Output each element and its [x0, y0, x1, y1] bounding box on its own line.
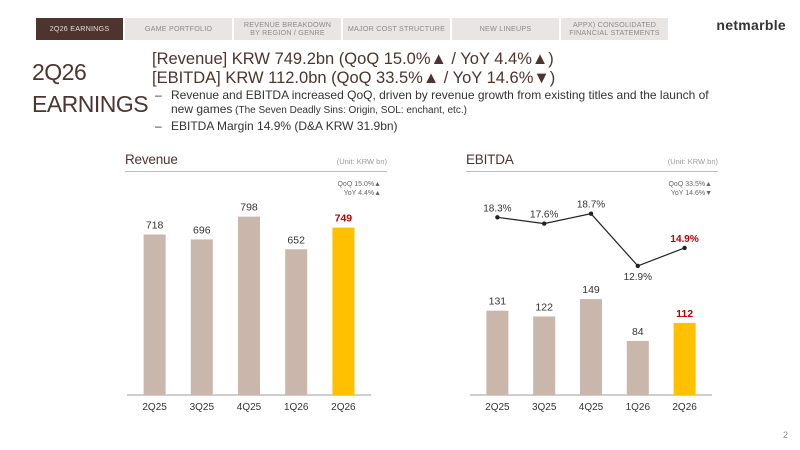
ebitda-margin-line: [497, 213, 685, 267]
top-navigation: 2Q26 EARNINGS GAME PORTFOLIO REVENUE BRE…: [36, 18, 668, 40]
bar-value-label: 696: [193, 224, 211, 236]
margin-point: [635, 263, 640, 269]
bullet-item: Revenue and EBITDA increased QoQ, driven…: [152, 88, 712, 118]
revenue-title-divider: [125, 171, 387, 172]
bar: [486, 310, 509, 395]
bar-value-label: 749: [335, 213, 353, 225]
bullet-main-text: Revenue and EBITDA increased QoQ, driven…: [171, 88, 709, 116]
bullet-item: EBITDA Margin 14.9% (D&A KRW 31.9bn): [152, 119, 712, 133]
x-tick-label: 4Q25: [579, 402, 604, 413]
bar-value-label: 149: [582, 284, 600, 296]
bar: [190, 239, 213, 395]
revenue-growth-note: QoQ 15.0%▲ YoY 4.4%▲: [337, 180, 381, 198]
revenue-chart-panel: Revenue (Unit: KRW bn) QoQ 15.0%▲ YoY 4.…: [125, 152, 387, 422]
ebitda-qoq: QoQ 33.5%▲: [668, 181, 712, 188]
bar-value-label: 84: [632, 326, 644, 338]
bar: [673, 322, 696, 395]
x-tick-label: 1Q26: [626, 402, 651, 413]
tab-2q26-earnings[interactable]: 2Q26 EARNINGS: [36, 18, 123, 40]
x-tick-label: 3Q25: [532, 402, 557, 413]
bullet-note-text: (The Seven Deadly Sins: Origin, SOL: enc…: [232, 105, 467, 116]
revenue-chart-title: Revenue: [125, 152, 178, 167]
revenue-bar-chart: 718 2Q25 696 3Q25 798 4Q25 652 1Q26 749 2Q26: [127, 202, 371, 413]
ebitda-chart-panel: EBITDA (Unit: KRW bn) QoQ 33.5%▲ YoY 14.…: [466, 152, 718, 422]
bar: [626, 340, 649, 395]
page-number: 2: [782, 430, 788, 440]
bullet-margin-text: EBITDA Margin 14.9% (D&A KRW 31.9bn): [171, 119, 398, 133]
x-tick-label: 2Q25: [485, 402, 510, 413]
bar-value-label: 122: [535, 301, 553, 313]
x-tick-label: 3Q25: [190, 402, 215, 413]
ebitda-bar-line-chart: 131 2Q25 122 3Q25 149 4Q25 84 1Q26 112 2Q26 18.3% 1…: [470, 200, 712, 413]
bar: [143, 234, 166, 395]
ebitda-chart-unit: (Unit: KRW bn): [667, 157, 718, 166]
revenue-qoq: QoQ 15.0%▲: [337, 181, 381, 188]
headline-ebitda: [EBITDA] KRW 112.0bn (QoQ 33.5%▲ / YoY 1…: [152, 69, 556, 87]
bar-value-label: 112: [676, 308, 693, 320]
tab-revenue-breakdown[interactable]: REVENUE BREAKDOWN BY REGION / GENRE: [234, 18, 341, 40]
margin-value-label: 18.3%: [483, 203, 511, 214]
ebitda-growth-note: QoQ 33.5%▲ YoY 14.6%▼: [668, 180, 712, 198]
bar: [580, 299, 602, 395]
margin-point: [588, 211, 594, 216]
revenue-chart-unit: (Unit: KRW bn): [336, 157, 387, 166]
bar-value-label: 718: [146, 220, 164, 232]
margin-point: [542, 221, 547, 226]
tab-major-cost-structure[interactable]: MAJOR COST STRUCTURE: [343, 18, 450, 40]
netmarble-logo: netmarble: [716, 17, 786, 33]
section-title-line2: EARNINGS: [32, 91, 149, 117]
ebitda-chart-title: EBITDA: [466, 152, 514, 167]
ebitda-yoy: YoY 14.6%▼: [670, 190, 712, 197]
ebitda-title-divider: [466, 171, 718, 172]
x-tick-label: 2Q25: [142, 402, 167, 413]
bar: [238, 216, 260, 395]
margin-value-label: 14.9%: [670, 234, 698, 245]
margin-point: [682, 245, 687, 251]
margin-value-label: 18.7%: [577, 200, 605, 211]
bar-value-label: 798: [240, 202, 258, 214]
headline-revenue: [Revenue] KRW 749.2bn (QoQ 15.0%▲ / YoY …: [152, 50, 554, 68]
margin-value-label: 17.6%: [530, 210, 558, 221]
section-title-line1: 2Q26: [32, 59, 87, 85]
x-tick-label: 2Q26: [331, 402, 356, 413]
bar-value-label: 652: [287, 234, 305, 246]
bar-value-label: 131: [489, 296, 507, 308]
tab-new-lineups[interactable]: NEW LINEUPS: [452, 18, 559, 40]
bar: [332, 227, 355, 395]
bar: [285, 249, 308, 395]
bar: [533, 316, 556, 395]
margin-point: [495, 215, 500, 220]
x-tick-label: 1Q26: [284, 402, 309, 413]
tab-game-portfolio[interactable]: GAME PORTFOLIO: [125, 18, 232, 40]
x-tick-label: 4Q25: [237, 402, 262, 413]
margin-value-label: 12.9%: [624, 272, 652, 283]
x-tick-label: 2Q26: [672, 402, 697, 413]
tab-consolidated-financial-statements[interactable]: APPX) CONSOLIDATED FINANCIAL STATEMENTS: [561, 18, 668, 40]
summary-bullets: Revenue and EBITDA increased QoQ, driven…: [152, 88, 712, 134]
revenue-yoy: YoY 4.4%▲: [343, 190, 381, 197]
section-title: 2Q26 EARNINGS: [32, 56, 149, 120]
headline: [Revenue] KRW 749.2bn (QoQ 15.0%▲ / YoY …: [152, 50, 555, 88]
